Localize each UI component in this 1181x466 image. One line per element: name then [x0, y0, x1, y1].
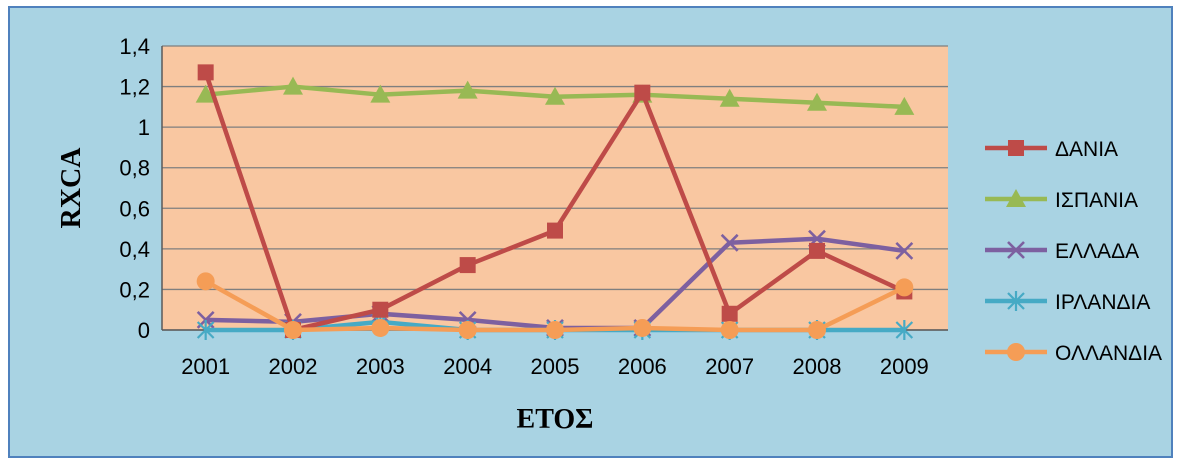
data-point [371, 318, 390, 337]
data-point [634, 84, 651, 101]
x-tick-label: 2001 [181, 354, 230, 379]
legend-label: ΕΛΛΑΔΑ [1055, 240, 1139, 263]
y-tick-label: 0,6 [119, 196, 150, 221]
data-point [1007, 343, 1025, 361]
y-tick-label: 1,4 [119, 34, 150, 59]
data-point [1007, 291, 1025, 311]
data-point [196, 320, 215, 340]
x-tick-labels: 2001 2002 2003 2004 2005 2006 2007 2008 2009 [181, 354, 929, 379]
data-point [807, 92, 827, 111]
series-2 [195, 76, 915, 115]
data-point [1006, 189, 1026, 207]
legend-label: ΙΡΛΑΝΔΙΑ [1055, 291, 1150, 314]
y-tick-label: 1 [138, 115, 150, 140]
series-1 [197, 64, 913, 338]
x-tick-label: 2009 [880, 354, 929, 379]
data-point [720, 321, 739, 339]
data-point [1007, 241, 1025, 259]
data-point [370, 84, 391, 103]
x-tick-label: 2002 [269, 354, 318, 379]
legend-label: ΔΑΝΙΑ [1055, 138, 1118, 161]
data-point [895, 241, 914, 260]
data-point [197, 64, 214, 81]
y-tick-label: 0,8 [119, 156, 150, 181]
legend-entry: ΕΛΛΑΔΑ [985, 240, 1139, 263]
x-tick-label: 2007 [705, 354, 754, 379]
data-point [457, 80, 478, 99]
data-point [195, 84, 216, 103]
legend-label: ΟΛΛΑΝΔΙΑ [1055, 342, 1162, 365]
legend-entry: ΙΡΛΑΝΔΙΑ [985, 291, 1150, 314]
data-point [808, 321, 826, 339]
data-point [719, 88, 740, 107]
data-point [895, 320, 914, 340]
data-point [545, 86, 565, 105]
x-axis-title: ΕΤΟΣ [517, 404, 594, 435]
series-layer [195, 64, 915, 340]
legend-entry: ΟΛΛΑΝΔΙΑ [985, 342, 1162, 365]
x-tick-label: 2003 [356, 354, 405, 379]
data-point [894, 96, 915, 115]
data-point [284, 321, 302, 339]
data-point [1008, 140, 1024, 156]
x-tick-label: 2004 [443, 354, 492, 379]
data-point [458, 321, 477, 339]
data-point [459, 257, 476, 274]
series-5 [196, 272, 914, 339]
y-tick-label: 0,2 [119, 277, 150, 302]
data-point [546, 321, 564, 339]
y-tick-label: 1,2 [119, 75, 150, 100]
y-tick-label: 0 [138, 318, 150, 343]
data-point [809, 242, 825, 259]
legend-label: ΙΣΠΑΝΙΑ [1055, 189, 1138, 212]
data-point [283, 76, 303, 95]
data-point [633, 318, 652, 337]
data-point [372, 301, 389, 318]
x-tick-label: 2006 [618, 354, 667, 379]
legend: ΔΑΝΙΑ ΙΣΠΑΝΙΑ ΕΛΛΑΔΑ ΙΡΛΑΝΔΙΑ ΟΛΛΑΝΔΙΑ [985, 138, 1162, 365]
y-tick-label: 0,4 [119, 237, 150, 262]
y-axis-title: RXCA [56, 147, 87, 229]
data-point [895, 278, 914, 297]
legend-entry: ΔΑΝΙΑ [985, 138, 1118, 161]
y-tick-labels: 0 0,2 0,4 0,6 0,8 1 1,2 1,4 [119, 34, 150, 343]
x-tick-label: 2005 [531, 354, 580, 379]
line-chart: 00,20,40,60,811,21,4 2001 2002 2003 2004 200… [56, 34, 1162, 435]
data-point [196, 272, 215, 291]
data-point [547, 222, 563, 239]
data-point [721, 305, 738, 322]
data-point [720, 233, 739, 252]
x-tick-label: 2008 [793, 354, 842, 379]
chart-area: 0 0,2 0,4 0,6 0,8 1 1,2 1,4 2001 2002 2003 2004 200… [8, 6, 1173, 458]
legend-entry: ΙΣΠΑΝΙΑ [985, 189, 1138, 212]
